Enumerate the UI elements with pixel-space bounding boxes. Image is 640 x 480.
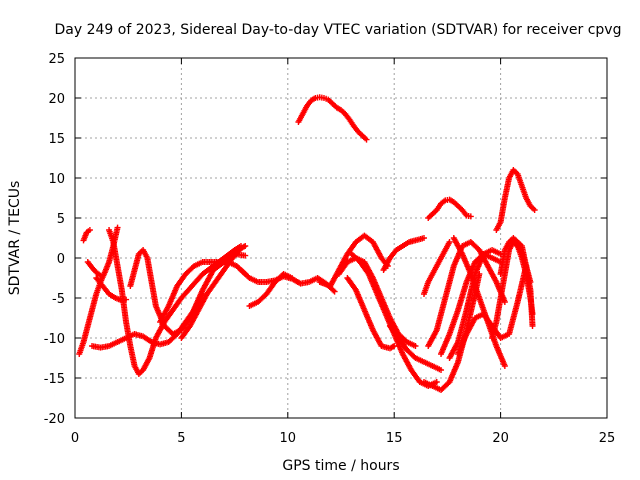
data-point [438, 367, 445, 373]
plot-frame [74, 57, 608, 419]
data-point [420, 235, 427, 241]
y-tick-label: -20 [44, 412, 65, 427]
y-tick-label: 0 [57, 252, 65, 267]
y-tick-label: -10 [44, 332, 65, 347]
series-sat-t [420, 239, 453, 297]
series-sat-q [380, 235, 427, 273]
y-tick-label: 25 [48, 52, 65, 67]
x-tick-label: 0 [71, 431, 79, 446]
series-sat-u [425, 196, 474, 221]
data-point [529, 323, 536, 329]
series-sat-z [455, 263, 530, 357]
x-tick-label: 15 [386, 431, 403, 446]
data-point [501, 363, 508, 369]
series-sat-l [295, 94, 370, 143]
series-sat-r [386, 323, 445, 373]
data-point [467, 213, 474, 220]
y-tick-label: -5 [52, 292, 65, 307]
y-tick-label: 15 [48, 132, 65, 147]
data-point [529, 311, 536, 317]
x-tick-label: 20 [492, 431, 509, 446]
series-sat-v [425, 239, 508, 349]
data-point [531, 207, 538, 213]
data-point [412, 343, 419, 349]
data-point [391, 343, 398, 349]
data-point [242, 252, 249, 259]
data-point [330, 287, 337, 294]
chart-title: Day 249 of 2023, Sidereal Day-to-day VTE… [55, 22, 622, 38]
axis-ticks: 0 5 10 15 20 25 -20 -15 -10 -5 0 5 10 15 20 25 [44, 52, 616, 446]
data-point [501, 299, 508, 305]
series-sat-e [106, 227, 244, 377]
x-axis-label: GPS time / hours [282, 458, 399, 474]
y-axis-label: SDTVAR / TECUs [7, 181, 23, 296]
series-sat-g [89, 291, 206, 351]
series-sat-k [246, 271, 296, 309]
data-point [363, 136, 370, 143]
series-sat-b [80, 227, 93, 244]
series-sat-i [178, 243, 249, 341]
grid [75, 58, 607, 418]
series-sat-ad [510, 239, 536, 317]
x-tick-label: 10 [280, 431, 297, 446]
data-point [114, 224, 121, 231]
data-point [497, 251, 504, 257]
data-point [331, 288, 338, 295]
data-point [86, 227, 93, 233]
series-sat-o [344, 275, 398, 352]
data-point [446, 239, 453, 245]
x-tick-label: 25 [599, 431, 616, 446]
series-sat-ab [493, 167, 538, 233]
y-tick-label: 5 [57, 212, 65, 227]
x-tick-label: 5 [177, 431, 185, 446]
data-point [97, 272, 104, 279]
y-tick-label: -15 [44, 372, 65, 387]
data-point [242, 243, 249, 249]
data-point [289, 275, 296, 281]
series-sat-c [84, 259, 104, 279]
data-marks [76, 94, 538, 393]
data-point [433, 379, 440, 385]
y-tick-label: 10 [48, 172, 65, 187]
y-tick-label: 20 [48, 92, 65, 107]
